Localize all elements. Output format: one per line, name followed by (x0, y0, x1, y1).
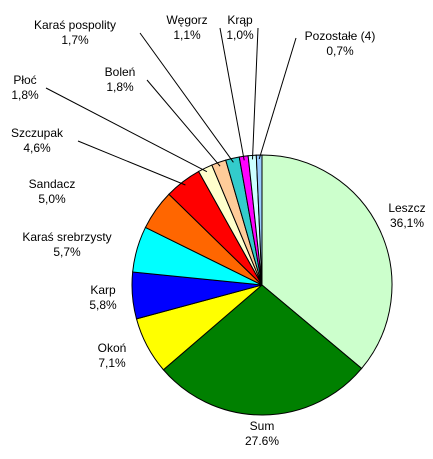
leader-line (252, 27, 259, 160)
slice-value-label: 1,7% (61, 33, 89, 47)
slice-value-label: 7,1% (98, 356, 126, 370)
leader-line (139, 32, 234, 163)
leader-line (146, 79, 221, 167)
pie-slice (162, 284, 363, 416)
slice-label: Karaś srebrzysty (22, 230, 111, 244)
slice-label: Szczupak (11, 126, 64, 140)
slice-label: Karp (90, 283, 116, 297)
slice-label: Karaś pospolity (34, 18, 116, 32)
slice-label: Sandacz (29, 177, 76, 191)
slice-value-label: 27.6% (245, 434, 279, 448)
slice-value-label: 1,0% (226, 28, 254, 42)
slice-label: Pozostałe (4) (305, 29, 376, 43)
slice-value-label: 1,8% (106, 80, 134, 94)
pie-slice (255, 154, 263, 286)
slice-value-label: 1,8% (11, 88, 39, 102)
slice-label: Okoń (98, 341, 127, 355)
leader-line (77, 140, 186, 186)
slice-value-label: 1,1% (173, 28, 201, 42)
leader-line (219, 27, 245, 161)
slice-value-label: 5,7% (53, 245, 81, 259)
slice-value-label: 5,8% (89, 298, 117, 312)
slice-label: Krąp (227, 13, 253, 27)
slice-label: Boleń (105, 65, 136, 79)
leader-line (258, 37, 297, 160)
leader-line (45, 87, 208, 173)
slice-value-label: 4,6% (23, 141, 51, 155)
slice-value-label: 0,7% (326, 44, 354, 58)
slice-label: Sum (250, 419, 275, 433)
slice-value-label: 36,1% (390, 216, 424, 230)
slice-label: Płoć (13, 73, 36, 87)
slice-value-label: 5,0% (38, 192, 66, 206)
slice-label: Leszcz (388, 201, 425, 215)
slice-label: Węgorz (166, 13, 207, 27)
pie-slice (261, 154, 393, 370)
